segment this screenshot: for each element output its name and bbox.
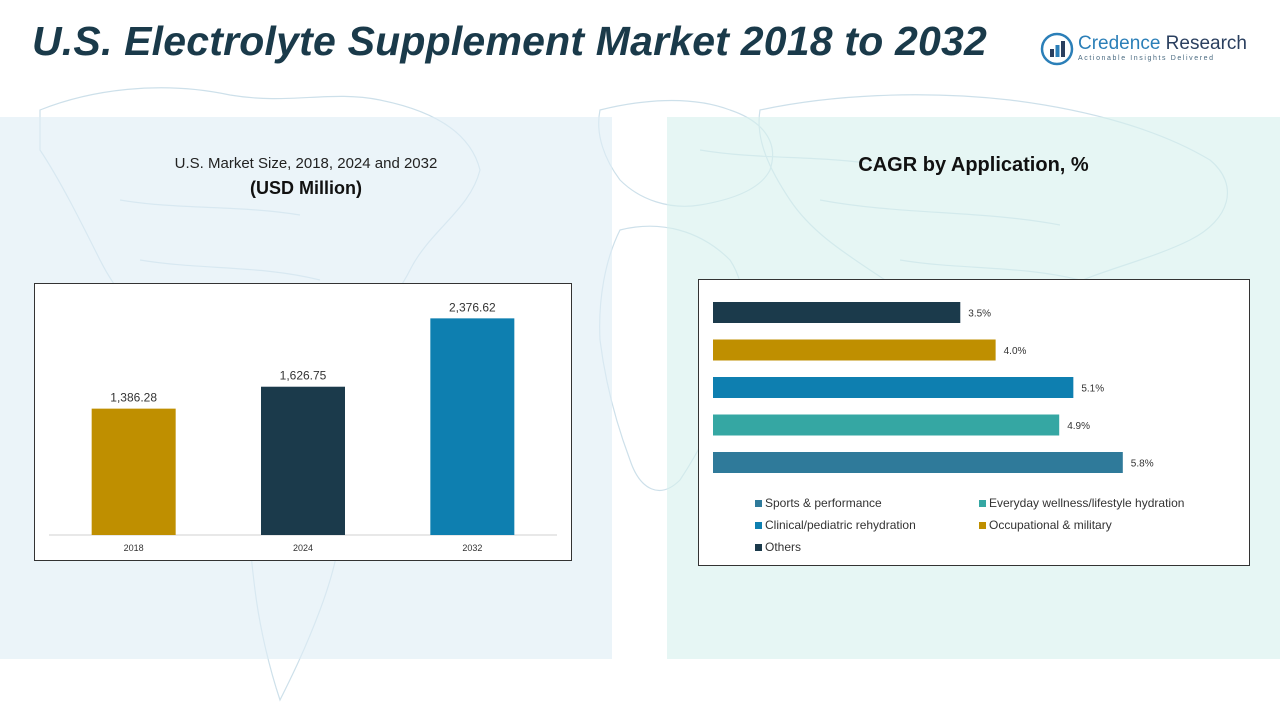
legend-swatch	[755, 499, 762, 507]
cagr-bar-svg: 3.5% 4.0% 5.1% 4.9% 5.8%	[713, 302, 1154, 473]
cagr-title: CAGR by Application, %	[858, 154, 1089, 176]
market-size-chart: 1,386.28 2018 1,626.75 2024 2,376.62 2032	[34, 283, 572, 561]
x-tick-label-2018: 2018	[124, 543, 144, 553]
hbar-label-occupational-military: 4.0%	[1004, 346, 1027, 357]
legend-label: Others	[765, 540, 802, 554]
hbar-others	[713, 302, 961, 323]
hbar-label-clinical-pediatric-rehydration: 5.1%	[1081, 384, 1104, 395]
logo-name-part1: Credence	[1078, 33, 1161, 54]
legend-swatch	[979, 521, 986, 529]
hbar-label-sports-performance: 5.8%	[1131, 459, 1154, 470]
hbar-occupational-military	[713, 339, 996, 361]
legend-item-sports-performance: Sports & performance	[755, 496, 882, 510]
logo-wordmark: Credence Research	[1078, 33, 1247, 55]
brand-logo: Credence Research Actionable Insights De…	[1040, 30, 1260, 70]
legend-item-occupational-military: Occupational & military	[979, 518, 1112, 532]
market-size-subtitle: U.S. Market Size, 2018, 2024 and 2032	[174, 155, 438, 172]
logo-mark-icon	[1040, 32, 1074, 66]
x-tick-label-2032: 2032	[462, 543, 482, 553]
market-size-bar-svg: 1,386.28 2018 1,626.75 2024 2,376.62 2032	[49, 300, 557, 553]
bar-2018	[91, 408, 176, 535]
hbar-label-others: 3.5%	[968, 309, 991, 320]
legend-label: Clinical/pediatric rehydration	[765, 518, 916, 532]
market-size-unit: (USD Million)	[250, 178, 362, 198]
hbar-sports-performance	[713, 452, 1123, 473]
legend-item-others: Others	[755, 540, 801, 554]
legend-swatch	[755, 521, 762, 529]
logo-name-part2: Research	[1160, 33, 1247, 54]
cagr-chart: 3.5% 4.0% 5.1% 4.9% 5.8% Sports & performanc…	[698, 279, 1250, 566]
data-label-2018: 1,386.28	[110, 391, 157, 405]
logo-tagline: Actionable Insights Delivered	[1078, 55, 1215, 62]
hbar-label-everyday-wellness-lifestyle-hydration: 4.9%	[1067, 421, 1090, 432]
x-tick-label-2024: 2024	[293, 543, 313, 553]
data-label-2024: 1,626.75	[280, 369, 327, 383]
hbar-everyday-wellness-lifestyle-hydration	[713, 414, 1060, 436]
bar-2024	[261, 386, 345, 535]
legend-label: Everyday wellness/lifestyle hydration	[989, 496, 1185, 510]
legend-label: Sports & performance	[765, 496, 882, 510]
legend-item-clinical-pediatric-rehydration: Clinical/pediatric rehydration	[755, 518, 916, 532]
legend-swatch	[979, 499, 986, 507]
legend-label: Occupational & military	[989, 518, 1112, 532]
legend-swatch	[755, 543, 762, 551]
hbar-clinical-pediatric-rehydration	[713, 377, 1074, 398]
legend-item-everyday-wellness-lifestyle-hydration: Everyday wellness/lifestyle hydration	[979, 496, 1184, 510]
bar-2032	[430, 318, 515, 535]
page-title: U.S. Electrolyte Supplement Market 2018 …	[32, 18, 988, 64]
data-label-2032: 2,376.62	[449, 300, 496, 314]
